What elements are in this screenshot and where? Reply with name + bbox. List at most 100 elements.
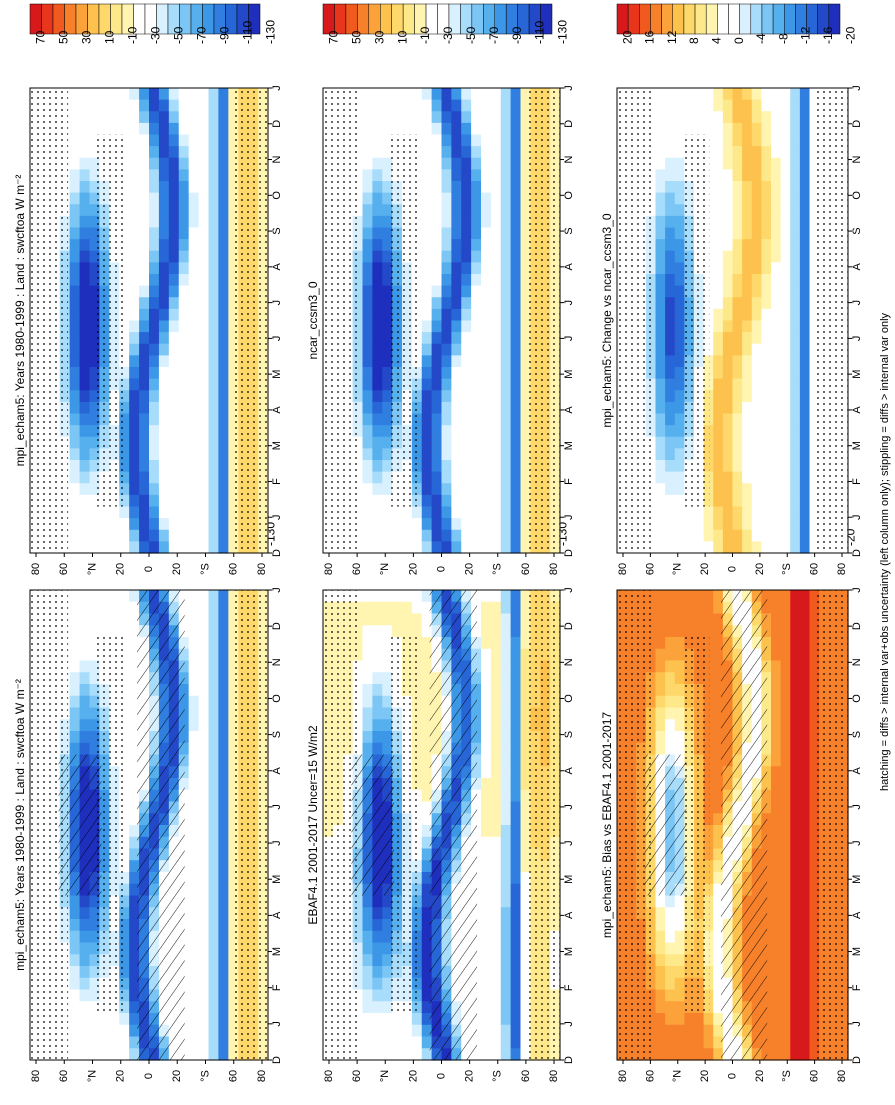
heatmap-cell [79, 518, 91, 531]
heatmap-cell [362, 895, 373, 908]
heatmap-cell [431, 343, 443, 356]
heatmap-cell [188, 274, 200, 287]
heatmap-cell [89, 378, 101, 391]
heatmap-cell [490, 518, 502, 531]
month-tick-label: J [271, 840, 283, 846]
heatmap-cell [158, 262, 170, 275]
heatmap-cell [372, 425, 383, 438]
heatmap-cell [228, 332, 239, 345]
heatmap-cell [481, 262, 492, 275]
heatmap-cell [218, 1024, 229, 1038]
heatmap-cell [158, 506, 170, 519]
heatmap-cell [431, 192, 443, 205]
heatmap-cell [771, 930, 782, 944]
heatmap-cell [198, 332, 210, 345]
heatmap-cell [372, 637, 383, 650]
heatmap-cell [510, 111, 522, 124]
heatmap-cell [69, 367, 81, 380]
heatmap-cell [510, 471, 522, 484]
heatmap-cell [431, 541, 443, 554]
heatmap-cell [188, 181, 200, 194]
heatmap-cell [218, 590, 229, 603]
heatmap-cell [780, 966, 791, 979]
heatmap-cell [500, 157, 512, 170]
heatmap-cell [500, 801, 512, 814]
heatmap-cell [99, 1024, 110, 1038]
heatmap-cell [500, 1048, 512, 1061]
heatmap-cell [421, 355, 433, 368]
heatmap-cell [69, 146, 81, 159]
heatmap-cell [382, 660, 393, 673]
heatmap-cell [79, 731, 91, 744]
heatmap-cell [89, 930, 101, 944]
heatmap-cell [198, 954, 210, 967]
heatmap-cell [780, 1001, 791, 1014]
heatmap-cell [790, 860, 801, 873]
heatmap-cell [79, 274, 91, 287]
heatmap-cell [69, 192, 81, 205]
heatmap-cell [372, 1036, 383, 1049]
heatmap-cell [188, 541, 200, 554]
month-tick-label: O [271, 694, 283, 703]
heatmap-cell [471, 285, 482, 298]
heatmap-cell [441, 204, 452, 217]
heatmap-cell [158, 471, 170, 484]
heatmap-cell [461, 518, 472, 531]
heatmap-cell [69, 919, 81, 932]
heatmap-cell [510, 930, 522, 944]
heatmap-cell [129, 471, 140, 484]
heatmap-cell [421, 285, 433, 298]
heatmap-cell [655, 1024, 666, 1038]
heatmap-cell [372, 731, 383, 744]
hatching-nh [351, 754, 395, 896]
heatmap-cell [178, 436, 190, 449]
heatmap-cell [228, 989, 239, 1002]
heatmap-cell [799, 601, 811, 615]
heatmap-cell [780, 789, 791, 803]
heatmap-cell [771, 766, 782, 779]
heatmap-cell [771, 1036, 782, 1049]
heatmap-cell [139, 146, 150, 159]
heatmap-cell [655, 695, 666, 709]
heatmap-cell [461, 471, 472, 484]
heatmap-cell [178, 425, 190, 438]
heatmap-cell [79, 672, 91, 685]
heatmap-cell [451, 471, 462, 484]
heatmap-cell [362, 601, 373, 615]
heatmap-cell [372, 99, 383, 112]
heatmap-cell [218, 1001, 229, 1014]
heatmap-cell [188, 122, 200, 136]
heatmap-cell [79, 695, 91, 709]
heatmap-cell [79, 1036, 91, 1049]
heatmap-cell [218, 181, 229, 194]
heatmap-cell [218, 754, 229, 767]
heatmap-cell [109, 601, 120, 615]
month-tick-label: F [271, 478, 283, 485]
heatmap-cell [520, 1036, 531, 1049]
month-tick-label: J [851, 587, 863, 593]
heatmap-cell [109, 111, 120, 124]
heatmap-cell [481, 122, 492, 136]
heatmap-cell [421, 111, 433, 124]
heatmap-cell [89, 436, 101, 449]
heatmap-cell [168, 274, 180, 287]
heatmap-cell [362, 1036, 373, 1049]
heatmap-cell [188, 401, 200, 415]
heatmap-cell [490, 742, 502, 756]
heatmap-cell [510, 778, 522, 791]
heatmap-cell [382, 297, 393, 310]
heatmap-cell [500, 274, 512, 287]
heatmap-cell [421, 390, 433, 403]
heatmap-cell [441, 471, 452, 484]
heatmap-cell [713, 942, 724, 955]
heatmap-cell [799, 1013, 811, 1026]
heatmap-cell [441, 460, 452, 473]
heatmap-cell [431, 99, 443, 112]
heatmap-cell [790, 731, 801, 744]
heatmap-cell [481, 88, 492, 101]
heatmap-cell [89, 719, 101, 732]
heatmap-cell [481, 977, 492, 991]
heatmap-cell [89, 672, 101, 685]
heatmap-cell [228, 192, 239, 205]
heatmap-cell [188, 1024, 200, 1038]
